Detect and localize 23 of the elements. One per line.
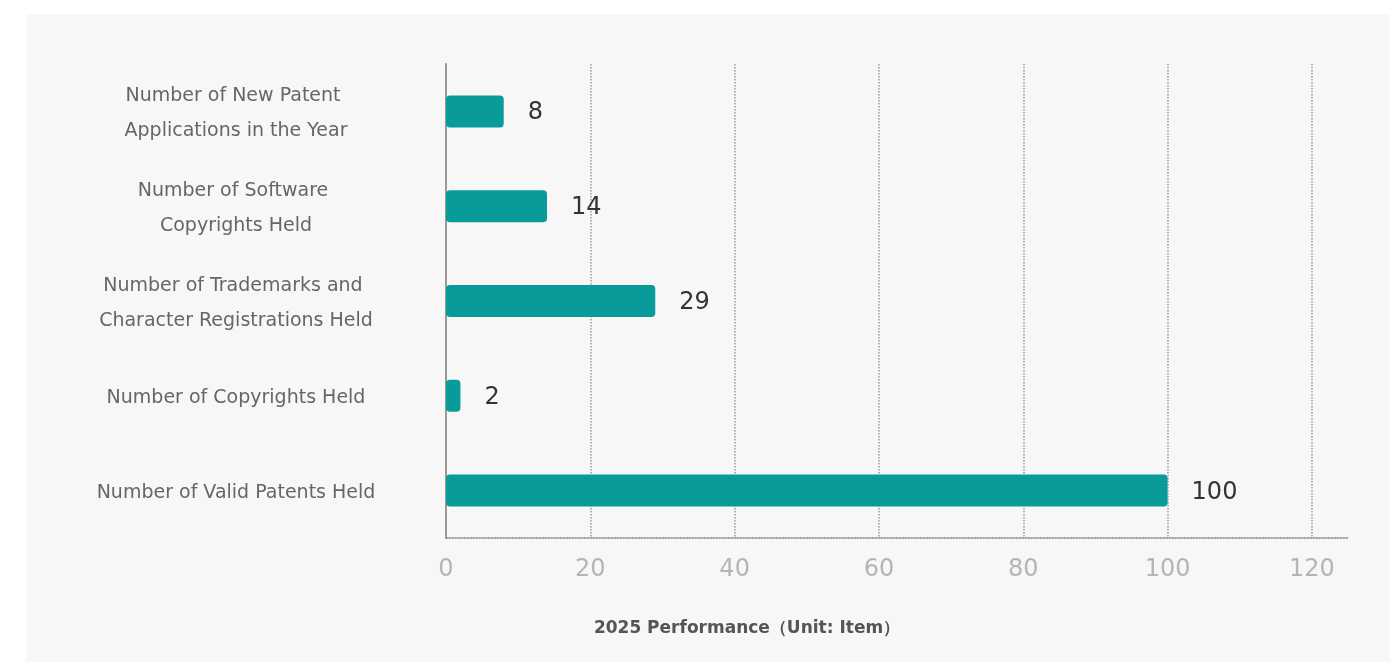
x-tick-label: 120	[1289, 554, 1335, 582]
x-tick-label: 0	[438, 554, 454, 582]
y-tick-label: Number of New Patent Applications in the Year	[124, 82, 348, 140]
bar	[446, 190, 548, 223]
data-label: 100	[1191, 476, 1238, 505]
y-tick-label: Number of Trademarks and Character Registrations Held	[99, 272, 373, 330]
y-tick-label: Number of Software Copyrights Held	[137, 177, 335, 235]
bar	[446, 285, 656, 317]
x-axis-title: 2025 Performance（Unit: Item）	[593, 616, 901, 637]
data-label: 2	[484, 381, 500, 410]
x-tick-label: 100	[1144, 554, 1191, 582]
data-label: 8	[527, 97, 544, 126]
x-tick-label: 40	[719, 554, 750, 582]
bar	[446, 95, 504, 128]
y-tick-label: Number of Copyrights Held	[106, 384, 366, 407]
data-label: 29	[679, 287, 710, 315]
y-tick-label: Number of Valid Patents Held	[96, 479, 376, 502]
x-tick-label: 80	[1008, 554, 1039, 582]
data-label: 14	[571, 192, 602, 221]
bar	[446, 474, 1168, 507]
x-tick-label: 60	[863, 554, 895, 582]
x-tick-label: 20	[575, 554, 606, 582]
bar	[446, 379, 461, 412]
